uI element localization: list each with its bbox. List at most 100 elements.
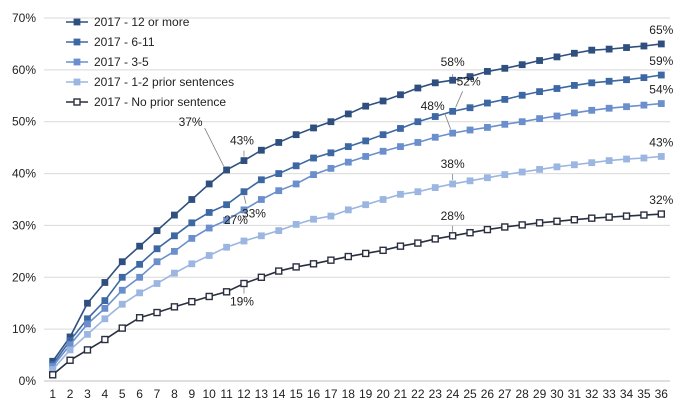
x-tick-label: 24 [446,387,460,401]
series-0 [49,40,665,365]
annotation-leader [455,91,464,108]
annotation-label: 19% [230,295,254,309]
data-point [431,184,439,191]
x-tick-label: 27 [498,387,512,401]
annotations: 65% 58% 43% 37% 59% 52% 48% 33% 54% 27% 43% 38% 32% 2… [179,23,674,309]
x-tick-label: 16 [307,387,321,401]
x-tick-label: 26 [481,387,495,401]
annotation-leader [444,112,452,130]
data-point [136,273,144,281]
data-point [397,125,404,132]
annotation-label: 59% [649,54,673,68]
y-tick-label: 40% [12,167,36,181]
data-point [362,201,370,209]
data-point [135,314,144,322]
y-axis-ticks: 0% 10% 20% 30% 40% 50% 60% 70% [12,11,36,388]
data-point [362,153,370,160]
data-point [536,88,543,96]
data-point [257,146,265,154]
y-tick-label: 60% [12,63,36,77]
data-point [153,245,161,253]
x-tick-label: 29 [533,387,547,401]
data-point [466,73,474,80]
data-point [588,106,596,114]
data-point [466,177,474,185]
data-point [153,227,161,235]
legend-label: 2017 - 3-5 [94,55,149,69]
annotation-label: 52% [457,74,481,88]
x-tick-label: 30 [550,387,564,401]
data-point [518,61,526,69]
data-point [466,126,474,134]
data-point [310,171,317,179]
data-point [588,46,596,54]
data-point [570,216,579,224]
annotation-label: 28% [441,209,465,223]
data-point [431,133,439,141]
data-point [327,256,335,264]
data-point [535,219,544,227]
legend-item: 2017 - 6-11 [66,35,155,49]
data-point [501,64,509,72]
data-point [84,320,91,328]
data-point [553,217,561,225]
data-point [605,45,613,53]
x-tick-label: 23 [429,387,443,401]
data-point [588,79,596,87]
data-point [188,196,196,203]
y-tick-label: 30% [12,218,36,232]
data-point [536,115,543,123]
data-point [449,107,457,115]
data-point [310,124,317,132]
data-point [101,315,109,323]
data-point [657,40,665,48]
x-tick-label: 34 [620,387,634,401]
data-point [188,234,196,242]
data-point [449,76,457,84]
data-point [136,260,144,268]
annotation-label: 58% [441,55,465,69]
data-point [518,91,526,99]
data-point [379,97,387,105]
x-tick-label: 7 [154,387,161,401]
data-point [257,232,265,240]
series-group [48,40,666,379]
data-point [553,85,561,92]
data-point [379,246,387,255]
data-point [379,147,387,155]
data-point [292,131,300,139]
x-tick-label: 33 [602,387,616,401]
x-tick-label: 32 [585,387,599,401]
data-point [484,174,491,182]
annotation-leader [239,211,244,214]
data-point [275,187,283,195]
annotation-label: 33% [242,207,266,221]
data-point [118,300,126,308]
legend-label: 2017 - No prior sentence [94,95,226,109]
data-point [240,279,248,288]
legend-item: 2017 - No prior sentence [66,95,226,109]
x-tick-label: 20 [376,387,390,401]
data-point [623,103,630,111]
data-point [640,74,648,82]
data-point [275,267,283,275]
legend-label: 2017 - 1-2 prior sentences [94,75,234,89]
data-point [640,42,648,50]
x-tick-label: 6 [136,387,143,401]
annotation-label: 65% [649,23,673,37]
y-tick-label: 10% [12,322,36,336]
data-point [570,109,578,117]
data-point [605,77,613,85]
series-line [52,155,662,371]
data-point [623,76,630,84]
data-point [205,180,213,188]
data-point [553,163,561,171]
data-point [466,228,474,237]
data-point [292,220,300,228]
data-point [449,129,457,137]
data-point [431,79,439,87]
x-tick-label: 36 [655,387,669,401]
data-point [623,155,630,163]
data-point [362,137,370,145]
data-point [501,171,509,179]
